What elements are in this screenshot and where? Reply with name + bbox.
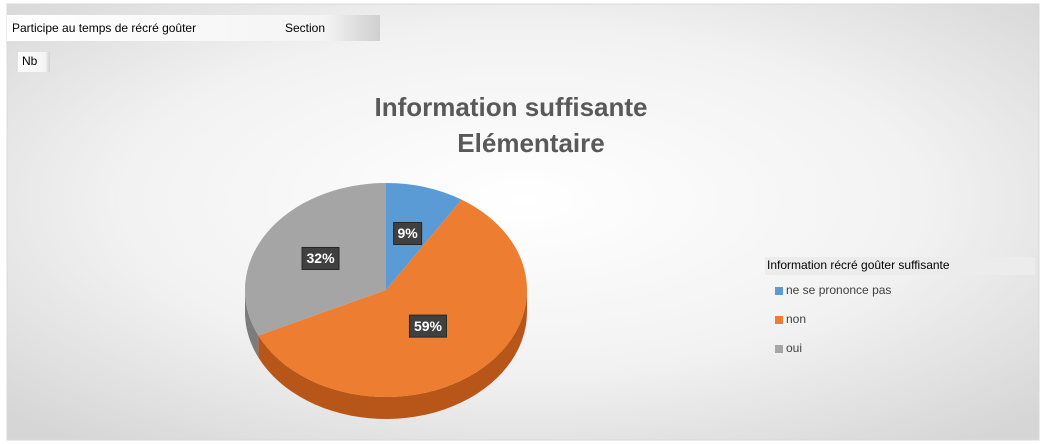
chart-title: Elémentaire [457, 128, 604, 158]
data-label-box [301, 246, 340, 270]
filter-button[interactable] [7, 15, 380, 41]
data-label-box [393, 221, 423, 245]
legend-title: Information récré goûter suffisante [767, 258, 950, 272]
legend-label: ne se prononce pas [786, 283, 891, 297]
chart-title: Information suffisante [374, 92, 647, 122]
legend-label: non [786, 312, 806, 326]
legend-header [765, 257, 1035, 275]
data-label: 59% [414, 318, 443, 334]
value-button[interactable] [18, 52, 50, 72]
data-label: 9% [398, 225, 419, 241]
legend-swatch [775, 316, 783, 324]
pie-slice-side [258, 290, 527, 419]
pie-slice-side [245, 290, 259, 358]
legend-swatch [775, 287, 783, 295]
pie-slice [258, 199, 527, 397]
data-label: 32% [307, 250, 336, 266]
value-field[interactable]: Nb [22, 54, 38, 68]
filter-field[interactable]: Participe au temps de récré goûter [12, 21, 196, 35]
pie-slice [386, 183, 462, 290]
data-label-box [408, 314, 447, 338]
chart-area [6, 3, 1040, 441]
legend-swatch [775, 345, 783, 353]
filter-field[interactable]: Section [285, 21, 325, 35]
legend-label: oui [786, 341, 802, 355]
